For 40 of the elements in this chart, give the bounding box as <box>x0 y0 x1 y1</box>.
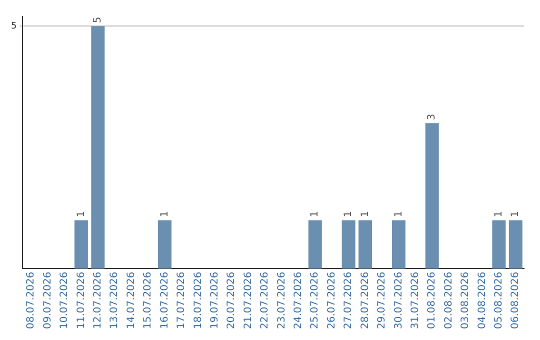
x-tick-label: 22.07.2026 <box>260 272 271 330</box>
x-tick-label: 19.07.2026 <box>209 272 220 330</box>
data-label: 1 <box>343 210 354 218</box>
x-tick-label: 10.07.2026 <box>59 272 70 330</box>
data-label: 1 <box>494 210 505 218</box>
data-label: 1 <box>159 210 170 218</box>
data-label: 1 <box>393 210 404 218</box>
x-tick-label: 14.07.2026 <box>126 272 137 330</box>
data-label: 1 <box>510 210 522 218</box>
x-tick-label: 05.08.2026 <box>494 272 505 330</box>
x-tick-label: 02.08.2026 <box>443 272 454 330</box>
data-label: 1 <box>360 210 371 218</box>
x-tick-label: 28.07.2026 <box>360 272 371 330</box>
x-tick-label: 30.07.2026 <box>393 272 404 330</box>
x-tick-label: 08.07.2026 <box>26 272 37 330</box>
x-tick-label: 17.07.2026 <box>176 272 188 330</box>
data-label: 1 <box>310 210 321 218</box>
x-tick-label: 11.07.2026 <box>76 272 87 330</box>
x-tick-label: 18.07.2026 <box>192 272 204 330</box>
x-tick-label: 04.08.2026 <box>476 272 488 330</box>
x-tick-label: 06.08.2026 <box>510 272 522 330</box>
data-label: 3 <box>426 114 438 120</box>
x-tick-label: 01.08.2026 <box>426 272 438 330</box>
x-tick-label: 03.08.2026 <box>460 272 472 330</box>
x-tick-label: 26.07.2026 <box>326 272 338 330</box>
x-tick-label: 15.07.2026 <box>142 272 154 330</box>
x-tick-label: 25.07.2026 <box>310 272 321 330</box>
x-tick-label: 20.07.2026 <box>226 272 238 330</box>
x-tick-label: 31.07.2026 <box>410 272 421 330</box>
x-tick-label: 21.07.2026 <box>242 272 254 330</box>
data-label: 1 <box>76 210 87 218</box>
x-tick-label: 09.07.2026 <box>42 272 54 330</box>
x-tick-label: 24.07.2026 <box>293 272 304 330</box>
x-tick-label: 23.07.2026 <box>276 272 288 330</box>
x-tick-label: 13.07.2026 <box>109 272 120 330</box>
x-tick-label: 29.07.2026 <box>376 272 388 330</box>
data-label: 5 <box>92 16 104 24</box>
x-tick-label: 12.07.2026 <box>92 272 104 330</box>
x-tick-label: 27.07.2026 <box>343 272 354 330</box>
x-tick-label: 16.07.2026 <box>159 272 170 330</box>
